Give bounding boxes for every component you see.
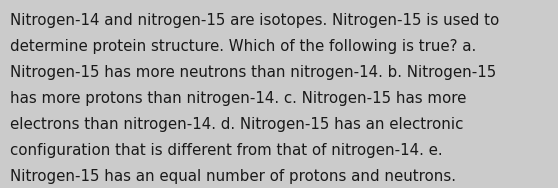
Text: determine protein structure. Which of the following is true? a.: determine protein structure. Which of th… [10, 39, 477, 54]
Text: Nitrogen-15 has an equal number of protons and neutrons.: Nitrogen-15 has an equal number of proto… [10, 169, 456, 184]
Text: has more protons than nitrogen-14. c. Nitrogen-15 has more: has more protons than nitrogen-14. c. Ni… [10, 91, 466, 106]
Text: Nitrogen-14 and nitrogen-15 are isotopes. Nitrogen-15 is used to: Nitrogen-14 and nitrogen-15 are isotopes… [10, 13, 499, 28]
Text: Nitrogen-15 has more neutrons than nitrogen-14. b. Nitrogen-15: Nitrogen-15 has more neutrons than nitro… [10, 65, 496, 80]
Text: electrons than nitrogen-14. d. Nitrogen-15 has an electronic: electrons than nitrogen-14. d. Nitrogen-… [10, 117, 463, 132]
Text: configuration that is different from that of nitrogen-14. e.: configuration that is different from tha… [10, 143, 442, 158]
